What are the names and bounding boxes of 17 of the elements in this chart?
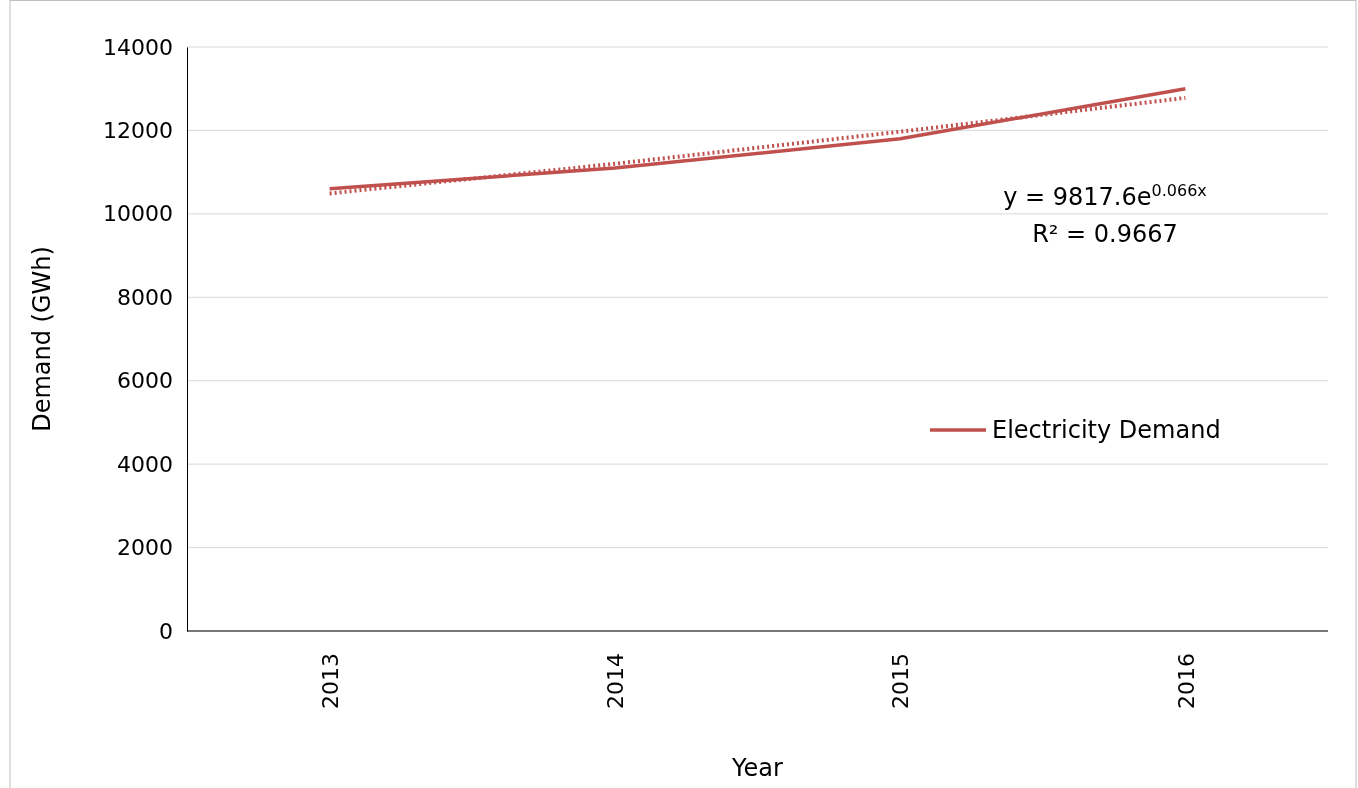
y-tick-label: 12000 bbox=[103, 117, 173, 143]
y-tick-label: 4000 bbox=[117, 451, 173, 477]
y-tick-label: 8000 bbox=[117, 284, 173, 310]
x-tick-label: 2014 bbox=[603, 653, 629, 709]
y-tick-label: 10000 bbox=[103, 201, 173, 227]
x-axis-title: Year bbox=[731, 754, 784, 782]
x-tick-label: 2013 bbox=[317, 653, 343, 709]
annotation: y = 9817.6e$^{0.066x}$ bbox=[1003, 180, 1207, 211]
y-tick-label: 0 bbox=[159, 618, 173, 644]
annotation: R² = 0.9667 bbox=[1032, 220, 1178, 248]
x-tick-label: 2016 bbox=[1173, 653, 1199, 709]
x-tick-label: 2015 bbox=[888, 653, 914, 709]
y-tick-label: 6000 bbox=[117, 368, 173, 394]
y-tick-label: 14000 bbox=[103, 34, 173, 60]
y-tick-label: 2000 bbox=[117, 535, 173, 561]
legend-label: Electricity Demand bbox=[992, 416, 1221, 445]
y-axis-title: Demand (GWh) bbox=[28, 246, 56, 432]
